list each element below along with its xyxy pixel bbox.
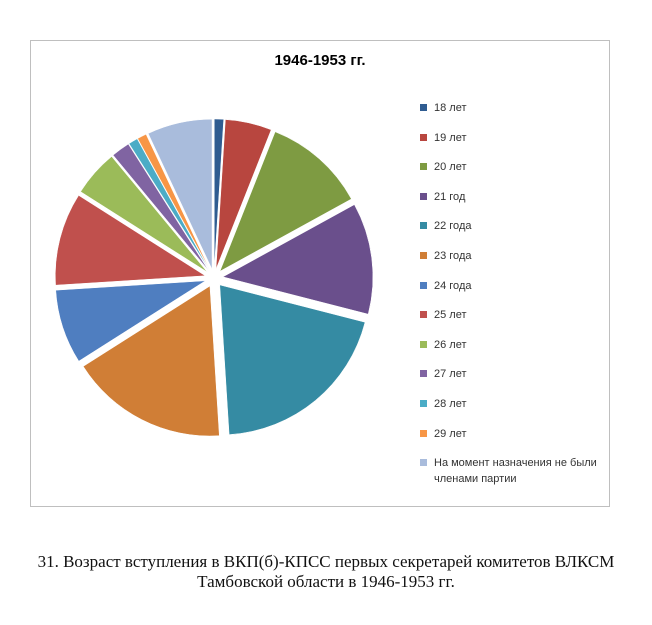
- pie-slice: [222, 204, 374, 315]
- legend-label: 20 лет: [434, 161, 467, 174]
- legend-item: 24 года: [420, 278, 600, 308]
- legend-swatch: [420, 222, 427, 230]
- legend-item: 19 лет: [420, 130, 600, 160]
- pie-slice: [219, 284, 366, 435]
- legend-swatch: [420, 251, 427, 259]
- pie-slice: [55, 195, 207, 286]
- legend-swatch: [420, 340, 427, 348]
- legend-swatch: [420, 311, 427, 319]
- legend-swatch: [420, 370, 427, 378]
- legend-label: 28 лет: [434, 397, 467, 410]
- chart-title: 1946-1953 гг.: [274, 52, 366, 69]
- pie-slice: [80, 156, 208, 273]
- legend-label: 24 года: [434, 279, 472, 292]
- legend-label: 23 года: [434, 249, 472, 262]
- legend-label: 21 год: [434, 190, 466, 203]
- legend-item: 22 года: [420, 218, 600, 248]
- legend-label: 25 лет: [434, 309, 467, 322]
- pie-slice: [147, 118, 213, 270]
- legend-label: 27 лет: [434, 368, 467, 381]
- legend-item: 18 лет: [420, 100, 600, 130]
- chart-frame: [30, 40, 610, 507]
- legend-label: 29 лет: [434, 427, 467, 440]
- legend: 18 лет 19 лет 20 лет 21 год 22 года 23 года 24…: [420, 100, 600, 485]
- legend-label: 22 года: [434, 220, 472, 233]
- pie-slice: [137, 133, 211, 271]
- legend-swatch: [420, 459, 427, 467]
- legend-swatch: [420, 163, 427, 171]
- legend-item: 21 год: [420, 189, 600, 219]
- pie-slice: [219, 131, 352, 272]
- pie-slice: [82, 285, 220, 437]
- legend-swatch: [420, 104, 427, 111]
- pie-slice: [128, 138, 210, 271]
- legend-label: 18 лет: [434, 102, 467, 114]
- legend-swatch: [420, 133, 427, 141]
- pie-slice: [55, 280, 206, 362]
- legend-swatch: [420, 281, 427, 289]
- legend-swatch: [420, 192, 427, 200]
- legend-item: 25 лет: [420, 307, 600, 337]
- legend-item: 29 лет: [420, 426, 600, 456]
- legend-label: 26 лет: [434, 338, 467, 351]
- pie-slice: [214, 118, 224, 270]
- legend-label: На момент назначения не были членами пар…: [434, 457, 597, 486]
- legend-item: 23 года: [420, 248, 600, 278]
- legend-label: 19 лет: [434, 131, 467, 144]
- pie-slice: [112, 143, 209, 271]
- pie-slice: [215, 119, 272, 270]
- caption: 31. Возраст вступления в ВКП(б)-КПСС пер…: [37, 552, 615, 591]
- legend-item: 27 лет: [420, 366, 600, 396]
- legend-item: 26 лет: [420, 337, 600, 367]
- legend-item: 20 лет: [420, 159, 600, 189]
- legend-item: 28 лет: [420, 396, 600, 426]
- legend-item: На момент назначения не были членами пар…: [420, 455, 600, 485]
- legend-swatch: [420, 399, 427, 407]
- legend-swatch: [420, 429, 427, 437]
